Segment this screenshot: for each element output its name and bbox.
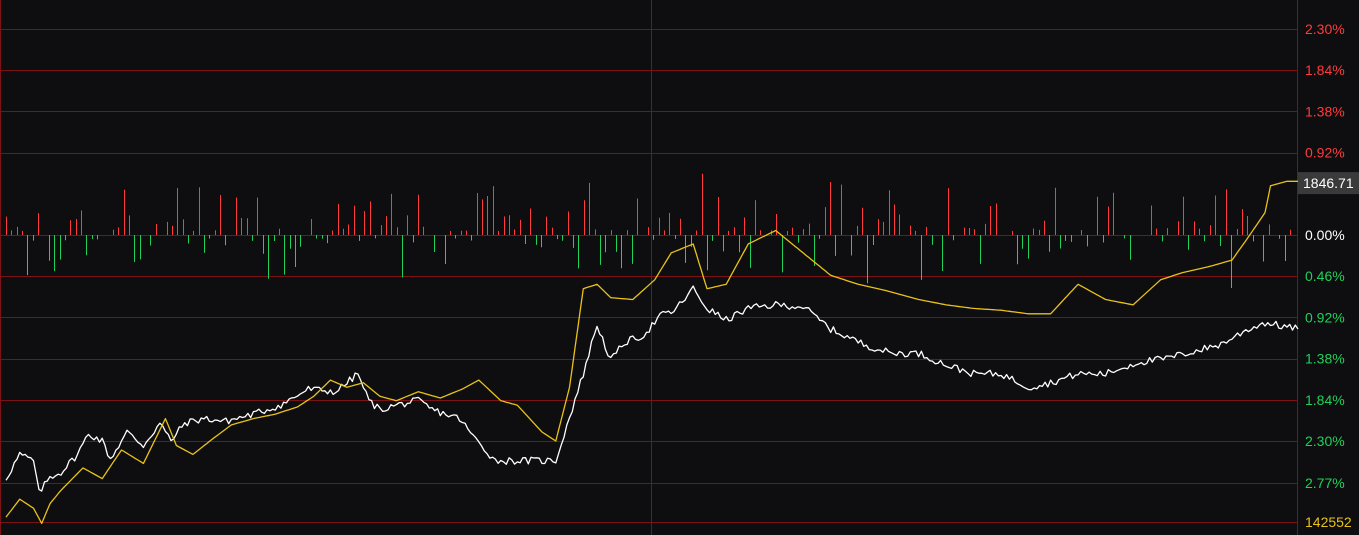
average-line — [5, 180, 1298, 525]
right-axis: 2.30% 1.84% 1.38% 0.92% 0.00% 0.46% 0.92% 1.38%… — [1305, 21, 1345, 491]
gridlines — [0, 0, 1298, 535]
current-price-label: 1846.71 — [1303, 175, 1354, 191]
axis-tick-label: 0.92% — [1305, 309, 1345, 325]
axis-tick-label: 2.30% — [1305, 21, 1345, 37]
axis-tick-label: 2.77% — [1305, 475, 1345, 491]
axis-tick-label: 1.38% — [1305, 103, 1345, 119]
axis-tick-label: 1.84% — [1305, 62, 1345, 78]
axis-tick-label: 0.46% — [1305, 268, 1345, 284]
axis-tick-label: 2.30% — [1305, 433, 1345, 449]
volume-bars — [6, 173, 1291, 289]
price-line — [5, 285, 1299, 492]
series-lines — [5, 180, 1299, 525]
axis-tick-label: 0.00% — [1305, 227, 1345, 243]
axis-tick-label: 1.38% — [1305, 351, 1345, 367]
current-price-marker: 1846.71 — [1298, 172, 1359, 195]
axis-tick-label: 0.92% — [1305, 145, 1345, 161]
axis-tick-label: 1.84% — [1305, 392, 1345, 408]
current-price-box — [1298, 172, 1359, 195]
volume-label: 142552 — [1305, 514, 1352, 530]
